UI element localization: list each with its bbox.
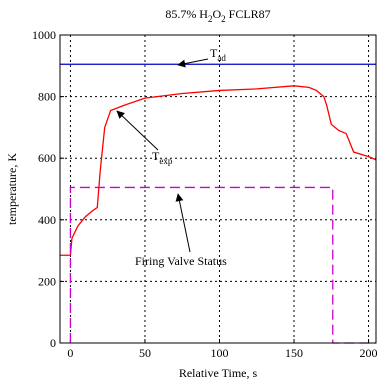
- title-part: O: [212, 7, 221, 21]
- plot-frame: [59, 34, 377, 344]
- label-sub: exp: [159, 156, 172, 166]
- label-sub: ad: [217, 53, 226, 63]
- y-tick-label: 200: [38, 274, 56, 288]
- arrow: [177, 58, 209, 68]
- label-main: T: [152, 149, 160, 163]
- arrow: [116, 110, 159, 151]
- chart-title: 85.7% H2O2 FCLR87: [165, 7, 270, 24]
- x-tick-label: 150: [285, 346, 303, 360]
- x-tick-label: 0: [67, 346, 73, 360]
- title-sub: 2: [208, 14, 213, 24]
- y-tick-label: 1000: [32, 28, 56, 42]
- y-tick-label: 600: [38, 151, 56, 165]
- x-tick-label: 50: [139, 346, 151, 360]
- series-line: [60, 85, 377, 256]
- x-tick-label: 100: [210, 346, 228, 360]
- x-axis-label: Relative Time, s: [179, 366, 258, 380]
- y-tick-label: 0: [50, 336, 56, 350]
- title-sub: 2: [221, 14, 226, 24]
- series-label: Texp: [152, 149, 173, 166]
- x-tick-label: 200: [360, 346, 378, 360]
- y-axis-label: temperature, K: [5, 153, 19, 225]
- y-tick-label: 800: [38, 90, 56, 104]
- title-part: FCLR87: [226, 7, 271, 21]
- arrow: [175, 193, 191, 253]
- series-label: Tad: [210, 46, 226, 63]
- label-main: T: [210, 46, 218, 60]
- series-label: Firing Valve Status: [135, 254, 227, 268]
- title-part: 85.7% H: [165, 7, 208, 21]
- y-tick-label: 400: [38, 213, 56, 227]
- plot-area: [60, 35, 376, 343]
